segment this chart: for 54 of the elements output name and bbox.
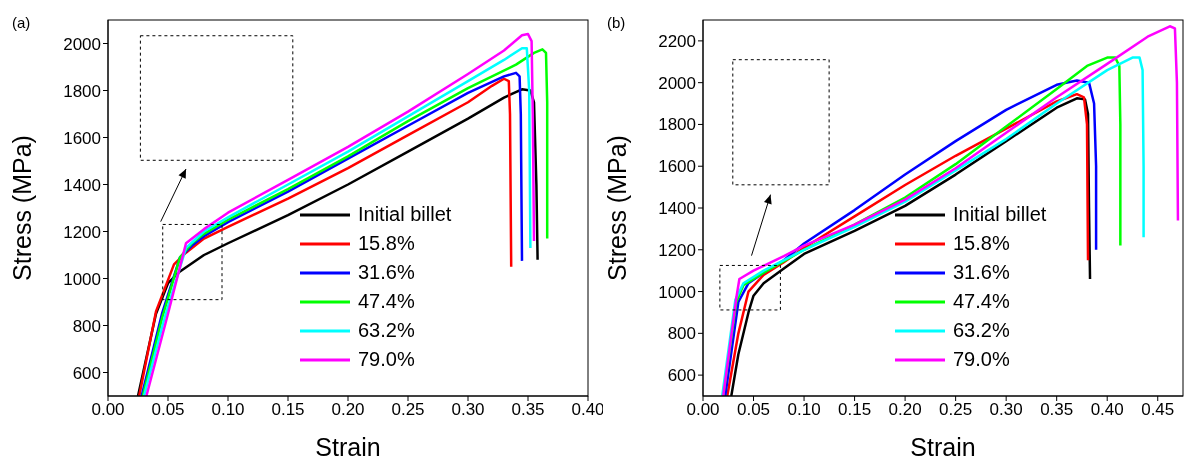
x-tick-label: 0.20: [331, 400, 365, 420]
y-tick-label: 800: [667, 324, 696, 344]
y-tick-label: 1400: [63, 175, 101, 195]
x-tick-label: 0.35: [1040, 400, 1074, 420]
y-tick-label: 1400: [658, 199, 696, 219]
y-axis-title: Stress (MPa): [602, 135, 631, 281]
legend-label: 63.2%: [953, 319, 1010, 342]
y-tick-label: 800: [72, 316, 101, 336]
y-tick-label: 1600: [658, 157, 696, 177]
x-tick-label: 0.25: [939, 400, 973, 420]
x-tick-label: 0.15: [271, 400, 305, 420]
text: (b): [607, 14, 626, 31]
x-tick-label: 0.10: [211, 400, 245, 420]
y-axis-title: Stress (MPa): [7, 135, 36, 281]
y-tick-label: 2200: [658, 31, 696, 51]
legend-label: Initial billet: [358, 203, 452, 226]
x-tick-label: 0.30: [989, 400, 1023, 420]
y-tick-label: 1200: [63, 222, 101, 242]
legend-label: 31.6%: [358, 261, 415, 284]
x-tick-label: 0.40: [571, 400, 605, 420]
legend-label: Initial billet: [953, 203, 1047, 226]
y-tick-label: 1600: [63, 128, 101, 148]
y-tick-label: 2000: [658, 73, 696, 93]
x-tick-label: 0.45: [1141, 400, 1175, 420]
legend-label: 47.4%: [358, 290, 415, 313]
x-tick-label: 0.40: [1090, 400, 1124, 420]
legend-label: 79.0%: [953, 348, 1010, 371]
y-tick-label: 600: [667, 366, 696, 386]
y-tick-label: 600: [72, 363, 101, 383]
x-axis-title: Strain: [315, 433, 381, 459]
y-tick-label: 1000: [63, 269, 101, 289]
x-tick-label: 0.25: [391, 400, 425, 420]
x-tick-label: 0.30: [451, 400, 485, 420]
text: (a): [12, 14, 31, 31]
x-tick-label: 0.20: [888, 400, 922, 420]
y-tick-label: 1200: [658, 240, 696, 260]
x-tick-label: 0.35: [511, 400, 545, 420]
legend-label: 79.0%: [358, 348, 415, 371]
y-tick-label: 1800: [658, 115, 696, 135]
x-tick-label: 0.00: [91, 400, 125, 420]
y-tick-label: 2000: [63, 34, 101, 54]
x-tick-label: 0.05: [151, 400, 185, 420]
x-tick-label: 0.10: [787, 400, 821, 420]
x-tick-label: 0.00: [686, 400, 720, 420]
legend-label: 15.8%: [358, 232, 415, 255]
legend-label: 15.8%: [953, 232, 1010, 255]
x-axis-title: Strain: [910, 433, 976, 459]
legend-label: 47.4%: [953, 290, 1010, 313]
legend-label: 63.2%: [358, 319, 415, 342]
y-tick-label: 1000: [658, 282, 696, 302]
x-tick-label: 0.15: [838, 400, 872, 420]
x-tick-label: 0.05: [736, 400, 771, 420]
legend-label: 31.6%: [953, 261, 1010, 284]
y-tick-label: 1800: [63, 81, 101, 101]
